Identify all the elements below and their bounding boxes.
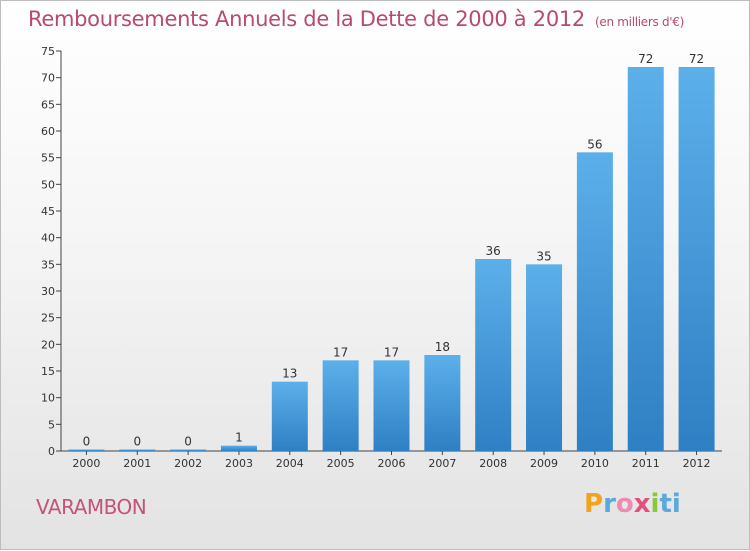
bar [170, 449, 207, 451]
bar [220, 445, 257, 451]
chart-unit-label: (en milliers d'€) [595, 15, 685, 29]
y-tick-label: 75 [41, 45, 55, 58]
y-tick-label: 70 [41, 72, 55, 85]
y-tick-label: 0 [48, 445, 55, 458]
bar [678, 67, 715, 451]
bar-value-label: 72 [638, 52, 653, 66]
proxiti-logo: Proxiti [584, 489, 681, 519]
y-tick-label: 20 [41, 338, 55, 351]
logo-letter: ti [659, 489, 681, 519]
logo-letter: P [584, 489, 604, 519]
commune-name: VARAMBON [36, 495, 147, 519]
x-tick-label: 2006 [378, 457, 406, 470]
bar [322, 360, 359, 451]
bar-value-label: 0 [83, 435, 91, 449]
logo-letter: o [615, 489, 634, 519]
y-tick-label: 5 [48, 418, 55, 431]
y-tick-label: 50 [41, 178, 55, 191]
x-tick-label: 2009 [530, 457, 558, 470]
bar [475, 259, 512, 451]
logo-letter: x [633, 489, 651, 519]
x-tick-label: 2005 [327, 457, 355, 470]
bar-value-label: 0 [184, 435, 192, 449]
y-tick-label: 55 [41, 152, 55, 165]
x-tick-label: 2012 [683, 457, 711, 470]
bar-value-label: 35 [536, 249, 551, 263]
y-tick-label: 10 [41, 392, 55, 405]
y-tick-label: 25 [41, 312, 55, 325]
y-tick-label: 40 [41, 232, 55, 245]
y-tick-label: 60 [41, 125, 55, 138]
y-tick-label: 45 [41, 205, 55, 218]
y-tick-label: 30 [41, 285, 55, 298]
x-tick-label: 2002 [174, 457, 202, 470]
logo-letter: r [603, 489, 616, 519]
bar-value-label: 56 [587, 137, 602, 151]
x-tick-label: 2007 [428, 457, 456, 470]
y-tick-label: 15 [41, 365, 55, 378]
bar-value-label: 17 [384, 345, 399, 359]
x-tick-label: 2003 [225, 457, 253, 470]
bar-value-label: 13 [282, 367, 297, 381]
x-tick-label: 2001 [123, 457, 151, 470]
bar [271, 381, 308, 451]
bar [627, 67, 664, 451]
bar [576, 152, 613, 452]
bar-value-label: 0 [133, 435, 141, 449]
bar-value-label: 72 [689, 52, 704, 66]
bar-value-label: 17 [333, 345, 348, 359]
x-tick-label: 2000 [72, 457, 100, 470]
bar-value-label: 36 [486, 244, 501, 258]
chart-title-text: Remboursements Annuels de la Dette de 20… [28, 7, 585, 31]
x-tick-label: 2010 [581, 457, 609, 470]
bar [119, 449, 156, 451]
bar [526, 264, 563, 451]
bar [373, 360, 410, 451]
x-tick-label: 2011 [632, 457, 660, 470]
logo-letter: i [650, 489, 660, 519]
bar [68, 449, 105, 451]
bar-value-label: 18 [435, 340, 450, 354]
x-tick-label: 2004 [276, 457, 304, 470]
bar [424, 355, 461, 451]
x-tick-label: 2008 [479, 457, 507, 470]
bar-value-label: 1 [235, 431, 243, 445]
y-tick-label: 35 [41, 258, 55, 271]
y-tick-label: 65 [41, 98, 55, 111]
chart-title: Remboursements Annuels de la Dette de 20… [28, 7, 684, 31]
